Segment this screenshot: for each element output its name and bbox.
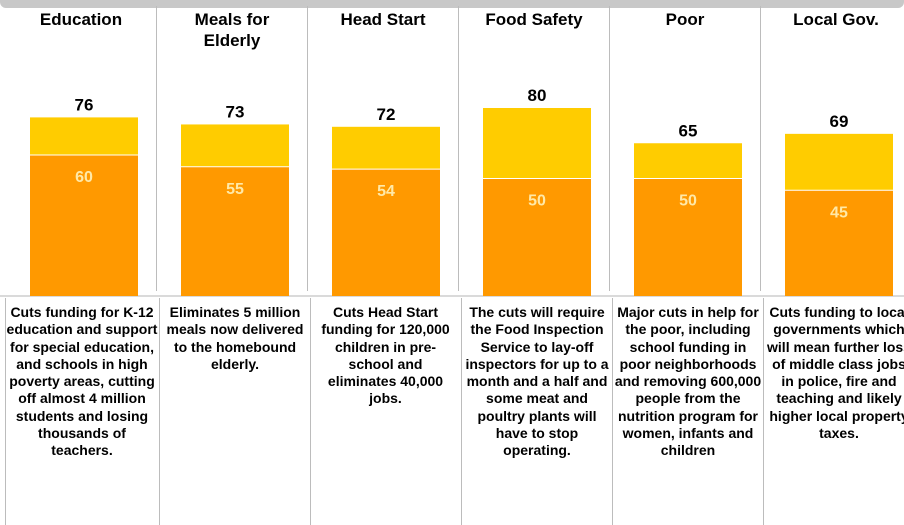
category-title-education: Education (39, 10, 123, 29)
stacked-bar-chart: 60 76 55 73 54 72 50 80 50 65 45 69 (0, 86, 904, 297)
divider (763, 298, 764, 525)
category-title-head-start: Head Start (340, 10, 426, 29)
inner-value-label-poor: 50 (679, 193, 697, 210)
total-value-label-head-start: 72 (377, 105, 396, 124)
total-value-label-food-safety: 80 (528, 86, 547, 105)
bar-segment-lower-local-gov (785, 190, 893, 296)
description-meals-for-elderly: Eliminates 5 million meals now delivered… (166, 304, 304, 372)
description-head-start: Cuts Head Start funding for 120,000 chil… (321, 304, 450, 407)
divider (458, 6, 459, 291)
divider (612, 298, 613, 525)
bar-segment-lower-head-start (332, 169, 440, 296)
total-value-label-local-gov: 69 (830, 112, 849, 131)
description-local-gov: Cuts funding to local governments which … (767, 304, 904, 442)
bar-segment-lower-food-safety (483, 178, 591, 296)
bar-segment-lower-meals-for-elderly (181, 166, 289, 296)
divider (307, 6, 308, 291)
bar-segment-lower-poor (634, 178, 742, 296)
bar-segment-upper-meals-for-elderly (181, 124, 289, 167)
bar-segment-upper-poor (634, 143, 742, 179)
category-title-food-safety: Food Safety (485, 10, 583, 29)
category-title-meals-for-elderly: Meals for Elderly (194, 10, 270, 50)
category-title-local-gov: Local Gov. (793, 10, 879, 29)
divider (5, 298, 6, 525)
bar-segment-upper-head-start (332, 126, 440, 170)
top-band (0, 0, 904, 8)
divider (156, 6, 157, 291)
inner-value-label-local-gov: 45 (830, 204, 848, 221)
divider (760, 6, 761, 291)
inner-value-label-meals-for-elderly: 55 (226, 181, 244, 198)
bar-segment-upper-local-gov (785, 133, 893, 191)
total-value-label-meals-for-elderly: 73 (226, 102, 245, 121)
total-value-label-education: 76 (75, 95, 94, 114)
divider (609, 6, 610, 291)
inner-value-label-education: 60 (75, 169, 93, 186)
inner-value-label-head-start: 54 (377, 183, 395, 200)
bar-segment-upper-food-safety (483, 108, 591, 179)
bar-segment-lower-education (30, 155, 138, 296)
inner-value-label-food-safety: 50 (528, 193, 546, 210)
category-title-poor: Poor (665, 10, 705, 29)
description-education: Cuts funding for K-12 education and supp… (6, 304, 158, 459)
divider (461, 298, 462, 525)
bar-segment-upper-education (30, 117, 138, 155)
description-food-safety: The cuts will require the Food Inspectio… (465, 304, 609, 459)
total-value-label-poor: 65 (679, 121, 698, 140)
description-poor: Major cuts in help for the poor, includi… (614, 304, 762, 459)
divider (310, 298, 311, 525)
divider (159, 298, 160, 525)
